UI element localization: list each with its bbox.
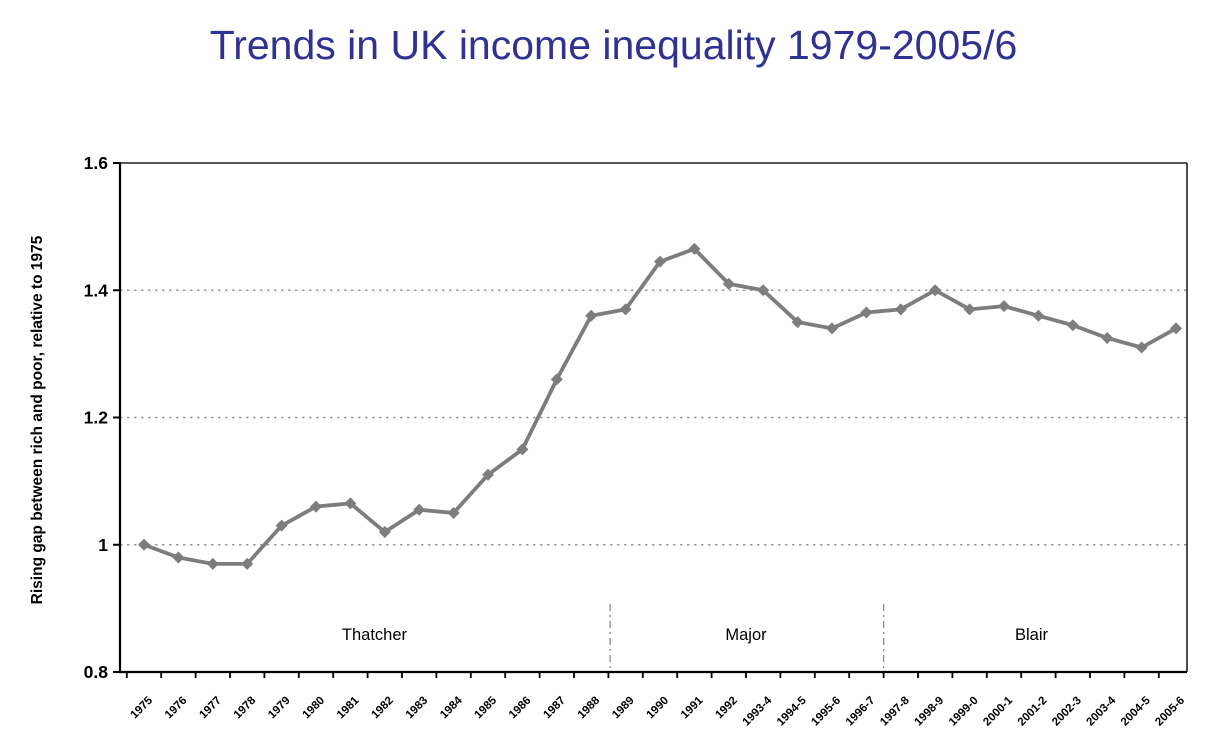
x-tick-label: 1988: [576, 694, 603, 721]
era-label: Blair: [1015, 626, 1049, 644]
x-tick-label: 2005-6: [1153, 695, 1187, 729]
x-tick-label: 1980: [301, 695, 328, 722]
x-tick-label: 1990: [645, 695, 672, 722]
x-tick-label: 1998-9: [913, 695, 947, 729]
x-tick-label: 1985: [473, 694, 500, 721]
data-point-marker: [585, 309, 598, 322]
x-tick-label: 1989: [610, 695, 637, 722]
x-tick-label: 2002-3: [1050, 695, 1084, 729]
x-tick-label: 1987: [541, 695, 568, 722]
data-point-marker: [1135, 341, 1148, 354]
era-label: Major: [725, 626, 767, 644]
x-tick-label: 1986: [507, 695, 534, 722]
x-tick-label: 1992: [713, 695, 740, 722]
x-tick-label: 1979: [266, 695, 293, 722]
x-tick-label: 2001-2: [1016, 695, 1050, 729]
x-tick-label: 1994-5: [775, 694, 809, 728]
data-point-marker: [206, 557, 219, 570]
data-point-marker: [516, 443, 529, 456]
data-point-marker: [310, 500, 322, 513]
x-tick-label: 1991: [679, 694, 706, 721]
data-point-marker: [1170, 322, 1182, 335]
x-tick-label: 1997-8: [878, 694, 912, 728]
y-axis-title: Rising gap between rich and poor, relati…: [29, 235, 46, 604]
data-point-marker: [791, 316, 804, 329]
y-tick-label: 1.6: [84, 153, 109, 173]
x-tick-label: 1978: [232, 694, 259, 721]
data-point-marker: [172, 551, 185, 564]
data-point-marker: [413, 503, 426, 516]
y-tick-label: 1: [98, 535, 108, 555]
chart-title: Trends in UK income inequality 1979-2005…: [209, 22, 1018, 68]
y-tick-label: 1.2: [84, 408, 109, 428]
x-tick-label: 1983: [404, 695, 431, 722]
data-point-marker: [757, 284, 770, 297]
data-point-marker: [241, 557, 254, 570]
data-point-marker: [378, 526, 391, 539]
x-tick-label: 1976: [163, 695, 190, 722]
data-point-marker: [1032, 309, 1045, 322]
x-tick-label: 1995-6: [809, 695, 843, 729]
data-point-marker: [722, 277, 735, 290]
x-tick-label: 1999-0: [947, 695, 981, 729]
data-point-marker: [998, 300, 1010, 313]
data-point-marker: [894, 303, 907, 316]
x-tick-label: 1984: [438, 694, 465, 721]
x-tick-label: 1981: [335, 694, 362, 721]
data-point-marker: [1066, 319, 1079, 332]
x-tick-label: 1975: [129, 694, 156, 721]
data-point-marker: [654, 255, 666, 268]
x-tick-label: 2004-5: [1119, 694, 1153, 728]
data-point-marker: [619, 303, 632, 316]
data-point-marker: [447, 506, 460, 519]
data-point-marker: [550, 373, 563, 386]
y-tick-label: 0.8: [84, 662, 109, 682]
x-tick-label: 1996-7: [844, 695, 878, 729]
data-point-marker: [275, 519, 288, 532]
data-point-marker: [826, 322, 838, 335]
data-point-marker: [344, 497, 357, 510]
era-label: Thatcher: [342, 626, 408, 644]
x-tick-label: 1977: [197, 695, 224, 722]
data-point-marker: [482, 468, 494, 481]
data-point-marker: [963, 303, 976, 316]
data-line: [142, 246, 1178, 566]
data-point-marker: [138, 538, 150, 551]
x-tick-label: 2000-1: [981, 694, 1015, 728]
plot-area: 0.8 1 1.2 1.4 1.6 Thatcher Major Blair 1975 1976 1…: [84, 153, 1188, 729]
data-point-marker: [688, 242, 701, 255]
y-tick-label: 1.4: [84, 280, 109, 300]
x-tick-label: 1982: [369, 695, 396, 722]
x-tick-label: 2003-4: [1085, 694, 1119, 728]
data-point-marker: [860, 306, 873, 319]
data-point-marker: [1101, 331, 1114, 344]
x-tick-label: 1993-4: [741, 694, 775, 728]
data-point-marker: [929, 284, 942, 297]
